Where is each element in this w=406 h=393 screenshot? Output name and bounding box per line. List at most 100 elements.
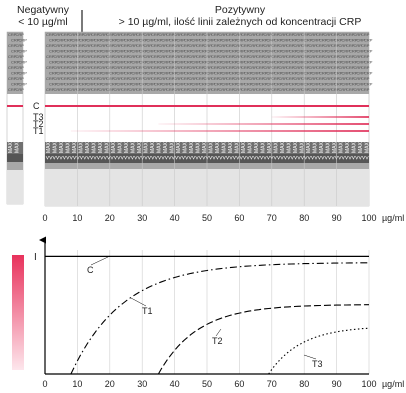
flow-arrow-icon — [181, 155, 186, 160]
crp-pattern-text: CRP — [316, 43, 325, 48]
crp-pattern-text: CRP — [301, 32, 310, 37]
crp-pattern-text: CRP — [61, 87, 70, 92]
crp-pattern-text: CRP — [132, 49, 141, 54]
crp-pattern-text: CRP — [204, 32, 213, 37]
flow-arrow-icon — [253, 155, 257, 160]
crp-pattern-text: CRP — [237, 82, 246, 87]
positive-header: Pozytywny > 10 µg/ml, ilość linii zależn… — [90, 4, 390, 28]
max-pattern-text: MAX — [358, 142, 364, 154]
crp-pattern-text: CRP — [144, 54, 153, 59]
crp-pattern-text: CRP — [174, 65, 183, 70]
crp-pattern-text: CRP — [196, 43, 205, 48]
crp-pattern-text: CRP — [84, 65, 93, 70]
max-pattern-text: MAX — [118, 142, 124, 154]
crp-pattern-text: CRP — [354, 43, 363, 48]
max-pattern-text: MAX — [53, 142, 59, 154]
flow-arrow-icon — [365, 155, 369, 160]
max-pattern-text: MAX — [365, 142, 371, 154]
crp-pattern-text: CRP — [229, 38, 238, 43]
crp-pattern-text: CRP — [214, 38, 223, 43]
crp-pattern-text: CRP — [8, 54, 17, 59]
crp-pattern-text: CRP — [334, 82, 343, 87]
max-pattern-text: MAX — [228, 142, 234, 154]
crp-pattern-text: CRP — [271, 87, 280, 92]
crp-pattern-text: CRP — [361, 87, 370, 92]
crp-pattern-text: CRP — [237, 71, 246, 76]
crp-pattern-text: CRP — [294, 54, 303, 59]
crp-pattern-text: CRP — [106, 65, 115, 70]
flow-arrow-icon — [100, 155, 104, 160]
crp-pattern-text: CRP — [114, 54, 123, 59]
axis-tick-label: 60 — [234, 379, 244, 389]
flow-arrow-icon — [321, 155, 325, 160]
crp-pattern-text: CRP — [196, 32, 205, 37]
flow-arrow-icon — [83, 155, 87, 160]
flow-arrow-icon — [242, 155, 247, 160]
crp-pattern-text: CRP — [162, 71, 171, 76]
crp-pattern-text: CRP — [226, 87, 235, 92]
flow-arrow-icon — [219, 155, 223, 160]
crp-pattern-text: CRP — [91, 76, 100, 81]
axis-tick-label: 80 — [299, 379, 309, 389]
crp-pattern-text: CRP — [136, 87, 145, 92]
flow-arrow-icon — [208, 155, 213, 160]
crp-pattern-text: CRP — [256, 43, 265, 48]
crp-pattern-text: CRP — [207, 38, 216, 43]
crp-pattern-text: CRP — [147, 60, 156, 65]
max-pattern-text: MAX — [15, 142, 21, 154]
flow-arrow-icon — [59, 155, 63, 160]
crp-pattern-text: CRP — [249, 43, 258, 48]
strip-line-t1 — [70, 130, 370, 132]
crp-pattern-text: CRP — [256, 87, 265, 92]
crp-pattern-text: CRP — [237, 49, 246, 54]
flow-arrow-icon — [45, 155, 50, 160]
crp-pattern-text: CRP — [241, 87, 250, 92]
crp-pattern-text: CRP — [11, 71, 20, 76]
crp-pattern-text: CRP — [144, 76, 153, 81]
crp-pattern-text: CRP — [339, 43, 348, 48]
crp-pattern-text: CRP — [139, 49, 148, 54]
crp-pattern-text: CRP — [234, 76, 243, 81]
crp-pattern-text: CRP — [339, 76, 348, 81]
crp-pattern-text: CRP — [237, 38, 246, 43]
crp-pattern-text: CRP — [222, 71, 231, 76]
crp-pattern-text: CRP — [121, 43, 130, 48]
max-pattern-text: MAX — [215, 142, 221, 154]
crp-pattern-text: CRP — [256, 32, 265, 37]
crp-pattern-text: CRP — [361, 43, 370, 48]
crp-pattern-text: CRP — [102, 38, 111, 43]
max-pattern-text: MAX — [267, 142, 273, 154]
crp-pattern-text: CRP — [174, 87, 183, 92]
crp-pattern-text: CRP — [222, 38, 231, 43]
crp-pattern-text: CRP — [229, 60, 238, 65]
crp-pattern-text: CRP — [256, 65, 265, 70]
crp-pattern-text: CRP — [139, 38, 148, 43]
crp-pattern-text: CRP — [219, 32, 228, 37]
crp-pattern-text: CRP — [331, 32, 340, 37]
crp-pattern-text: CRP — [327, 71, 336, 76]
crp-pattern-text: CRP — [91, 32, 100, 37]
flow-arrow-icon — [361, 155, 366, 160]
flow-arrow-icon — [185, 155, 189, 160]
crp-pattern-text: CRP — [354, 87, 363, 92]
top-axis-unit: µg/ml — [382, 213, 404, 223]
crp-pattern-text: CRP — [129, 76, 138, 81]
flow-arrow-icon — [351, 155, 356, 160]
max-pattern-text: MAX — [105, 142, 111, 154]
crp-pattern-text: CRP — [154, 71, 163, 76]
crp-pattern-text: CRP — [334, 49, 343, 54]
max-pattern-text: MAX — [144, 142, 150, 154]
crp-pattern-text: CRP — [219, 76, 228, 81]
crp-pattern-text: CRP — [342, 82, 351, 87]
flow-arrow-icon — [355, 155, 359, 160]
crp-pattern-text: CRP — [8, 76, 17, 81]
axis-tick-label: 30 — [137, 213, 147, 223]
axis-tick-label: 70 — [267, 379, 277, 389]
max-pattern-text: MAX — [66, 142, 72, 154]
positive-title: Pozytywny — [214, 4, 266, 16]
negative-range: < 10 µg/ml — [18, 16, 68, 28]
crp-pattern-text: CRP — [211, 43, 220, 48]
crp-pattern-text: CRP — [166, 76, 175, 81]
crp-pattern-text: CRP — [249, 54, 258, 59]
crp-pattern-text: CRP — [219, 54, 228, 59]
